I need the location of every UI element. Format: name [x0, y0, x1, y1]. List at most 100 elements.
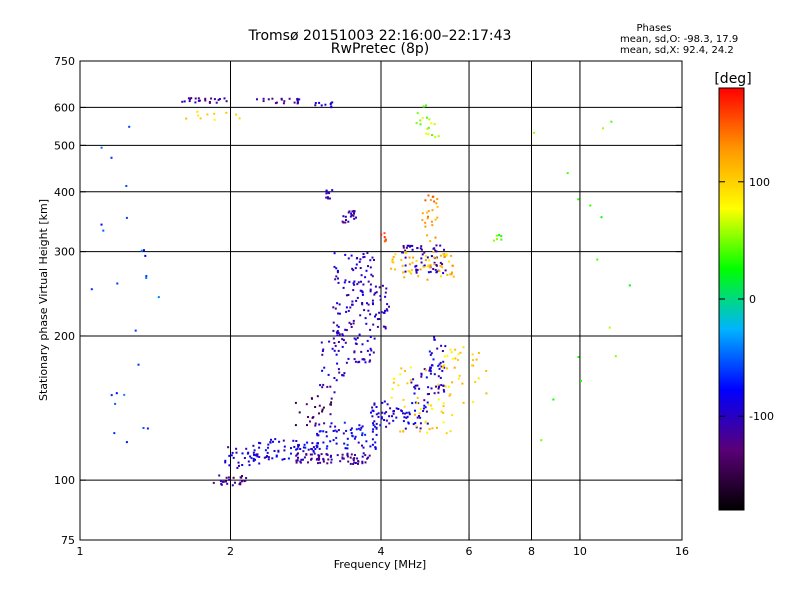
data-point [416, 384, 419, 387]
data-point [443, 366, 446, 369]
data-point [218, 98, 221, 100]
data-point [280, 98, 283, 101]
data-point [267, 98, 270, 101]
data-point [290, 452, 292, 455]
data-point [371, 299, 374, 302]
data-point [332, 337, 335, 340]
data-point [419, 119, 422, 122]
data-point [320, 453, 323, 456]
data-point [295, 454, 298, 457]
data-point [401, 251, 404, 254]
data-point [403, 276, 406, 279]
data-point [566, 172, 569, 175]
data-point [313, 452, 316, 455]
data-point [140, 249, 143, 252]
data-point [327, 373, 330, 376]
data-point [420, 245, 423, 248]
data-point [457, 377, 460, 380]
data-point [430, 255, 433, 258]
data-point [444, 345, 447, 348]
data-point [337, 281, 340, 284]
data-point [370, 273, 373, 276]
data-point [385, 419, 388, 422]
data-point [436, 198, 439, 200]
data-point [454, 348, 457, 351]
data-point [424, 221, 427, 224]
data-point [369, 283, 372, 286]
data-point [314, 422, 317, 425]
data-point [341, 220, 344, 223]
data-point [321, 353, 324, 356]
data-point [372, 428, 375, 431]
data-point [282, 102, 285, 105]
data-point [266, 455, 268, 458]
data-point [282, 439, 285, 442]
data-point [427, 215, 429, 218]
data-point [475, 358, 478, 361]
data-point [420, 373, 423, 376]
data-point [378, 286, 381, 289]
data-point [364, 317, 367, 320]
data-point [339, 460, 342, 463]
data-point [329, 455, 332, 458]
data-point [351, 267, 354, 270]
data-point [419, 422, 422, 425]
data-point [263, 456, 266, 459]
data-point [366, 302, 368, 305]
data-point [391, 415, 393, 418]
data-point [477, 352, 480, 354]
data-point [427, 386, 430, 389]
data-point [432, 268, 435, 270]
data-point [353, 283, 356, 286]
data-point [298, 98, 301, 101]
data-point [361, 358, 364, 361]
data-point [320, 341, 323, 344]
data-point [115, 392, 118, 395]
data-point [330, 458, 333, 461]
data-point [317, 456, 320, 459]
data-point [371, 438, 374, 441]
data-point [435, 250, 438, 253]
data-point [442, 388, 445, 391]
data-point [386, 403, 389, 406]
data-point [411, 402, 414, 405]
data-point [383, 400, 386, 403]
data-point [252, 451, 255, 454]
data-point [323, 422, 326, 425]
data-point [376, 318, 379, 321]
data-point [336, 454, 339, 457]
data-point [378, 311, 381, 314]
data-point [420, 375, 423, 378]
data-point [325, 447, 328, 450]
data-point [452, 275, 455, 278]
data-point [270, 438, 272, 441]
data-point [416, 416, 419, 419]
data-point [383, 236, 386, 239]
data-point [353, 350, 356, 353]
data-point [437, 375, 440, 378]
data-point [314, 448, 317, 450]
data-point [381, 284, 384, 287]
data-point [395, 407, 398, 410]
data-point [128, 125, 131, 128]
data-point [321, 410, 324, 413]
data-point [420, 261, 423, 264]
data-point [437, 398, 440, 401]
data-point [428, 118, 431, 121]
data-point [361, 293, 364, 296]
data-point [338, 371, 341, 374]
data-point [392, 381, 395, 384]
data-point [428, 350, 431, 353]
data-point [332, 306, 335, 309]
x-axis-ticks: 1 2 4 6 8 10 16 [77, 534, 689, 558]
data-point [366, 457, 369, 460]
data-point [368, 353, 371, 356]
data-point [425, 104, 427, 107]
data-point [367, 303, 370, 306]
data-point [377, 412, 380, 415]
data-point [425, 376, 428, 379]
data-point [354, 342, 357, 345]
data-point [369, 288, 372, 291]
data-point [439, 244, 442, 247]
data-point [357, 361, 360, 364]
